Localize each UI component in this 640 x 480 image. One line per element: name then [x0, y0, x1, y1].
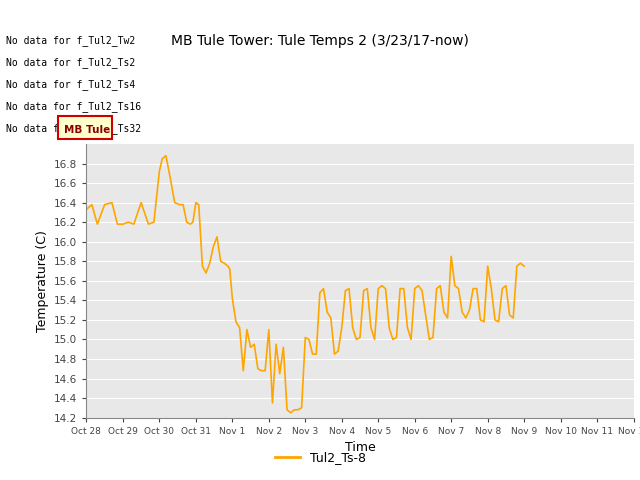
- Text: No data for f_Tul2_Tw2: No data for f_Tul2_Tw2: [6, 35, 136, 46]
- Y-axis label: Temperature (C): Temperature (C): [36, 230, 49, 332]
- X-axis label: Time: Time: [344, 441, 376, 454]
- Text: MB Tule Tower: Tule Temps 2 (3/23/17-now): MB Tule Tower: Tule Temps 2 (3/23/17-now…: [171, 34, 469, 48]
- Text: No data for f_Tul2_Ts32: No data for f_Tul2_Ts32: [6, 123, 141, 134]
- Legend: Tul2_Ts-8: Tul2_Ts-8: [269, 446, 371, 469]
- Text: MB Tule: MB Tule: [64, 125, 110, 135]
- Text: No data for f_Tul2_Ts16: No data for f_Tul2_Ts16: [6, 101, 141, 112]
- Text: No data for f_Tul2_Ts4: No data for f_Tul2_Ts4: [6, 79, 136, 90]
- Text: No data for f_Tul2_Ts2: No data for f_Tul2_Ts2: [6, 57, 136, 68]
